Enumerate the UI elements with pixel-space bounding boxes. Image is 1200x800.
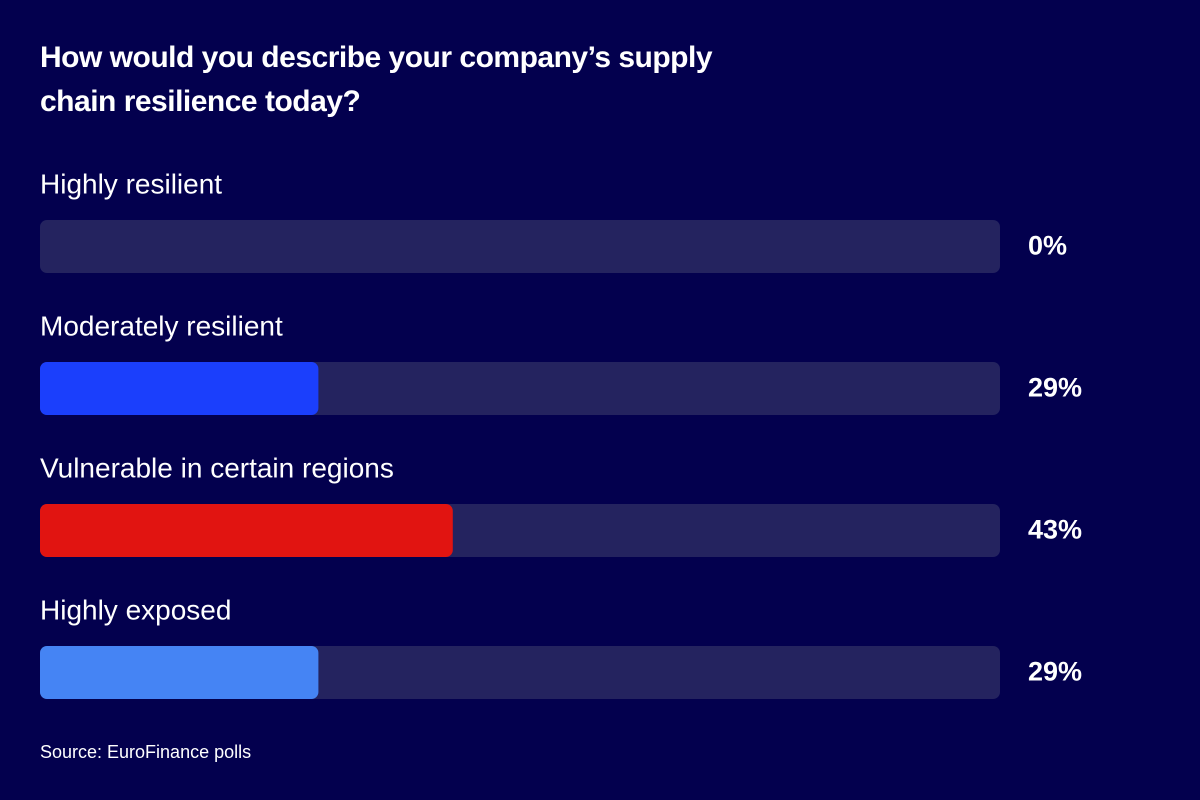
bar xyxy=(40,646,319,699)
source-note: Source: EuroFinance polls xyxy=(40,742,251,762)
category-label: Moderately resilient xyxy=(40,310,283,341)
value-label: 0% xyxy=(1028,231,1067,261)
value-label: 29% xyxy=(1028,373,1082,403)
bar-track xyxy=(40,220,1000,273)
category-label: Highly exposed xyxy=(40,594,231,625)
value-label: 43% xyxy=(1028,515,1082,545)
chart-title: How would you describe your company’s su… xyxy=(40,41,713,118)
bar xyxy=(40,504,453,557)
category-label: Vulnerable in certain regions xyxy=(40,452,394,483)
bar xyxy=(40,362,319,415)
category-label: Highly resilient xyxy=(40,168,222,199)
value-label: 29% xyxy=(1028,657,1082,687)
